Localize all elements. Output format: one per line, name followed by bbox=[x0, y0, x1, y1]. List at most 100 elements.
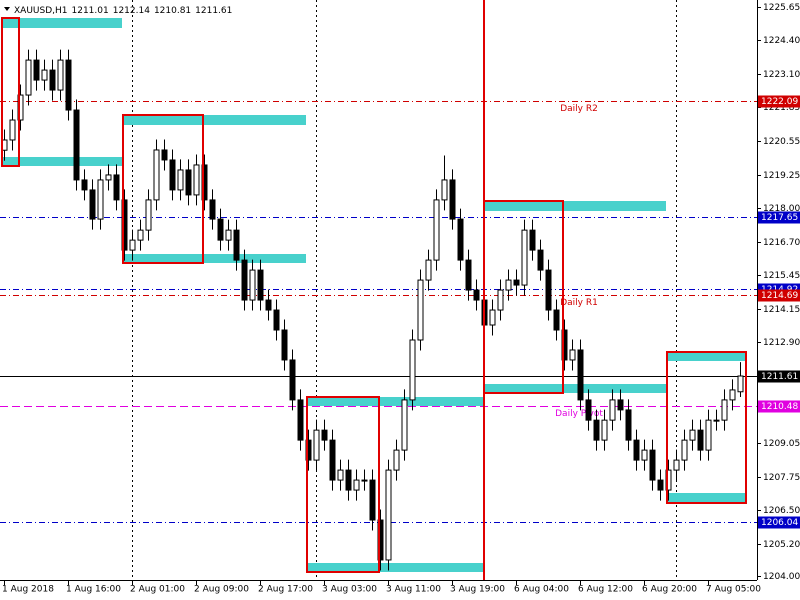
candle-body bbox=[409, 339, 416, 401]
price-label: 1217.65 bbox=[761, 213, 798, 223]
candle-body bbox=[489, 309, 496, 326]
candle-body bbox=[713, 419, 720, 422]
candle-body bbox=[585, 399, 592, 421]
level-name: Daily R1 bbox=[560, 298, 598, 308]
candle-body bbox=[225, 229, 232, 241]
candle-body bbox=[545, 269, 552, 311]
candle-body bbox=[601, 419, 608, 441]
candle-body bbox=[505, 279, 512, 291]
symbol: XAUUSD,H1 bbox=[14, 6, 68, 16]
box bbox=[122, 114, 204, 264]
y-tick-label: 1224.40 bbox=[763, 36, 800, 46]
y-tick-label: 1207.75 bbox=[763, 473, 800, 483]
ohlc-value: 1211.61 bbox=[195, 6, 232, 16]
price-label: 1210.48 bbox=[761, 402, 798, 412]
y-tick-label: 1212.90 bbox=[763, 338, 800, 348]
box bbox=[306, 396, 380, 573]
boxes bbox=[1, 0, 747, 580]
candle-body bbox=[321, 429, 328, 441]
candle-body bbox=[289, 359, 296, 401]
candle-body bbox=[113, 174, 120, 201]
y-tick-label: 1214.15 bbox=[763, 305, 800, 315]
candle-body bbox=[441, 179, 448, 201]
candle-body bbox=[521, 229, 528, 286]
zone bbox=[1, 18, 122, 28]
candle-body bbox=[457, 218, 464, 261]
x-tick-label: 2 Aug 01:00 bbox=[130, 585, 185, 595]
candle-body bbox=[465, 259, 472, 291]
candle-body bbox=[297, 399, 304, 441]
candles bbox=[1, 49, 744, 571]
candle-body bbox=[345, 469, 352, 491]
candle-body bbox=[449, 179, 456, 220]
candle-body bbox=[129, 239, 136, 251]
candle-body bbox=[257, 269, 264, 301]
x-tick-label: 7 Aug 05:00 bbox=[706, 585, 761, 595]
x-tick-label: 6 Aug 20:00 bbox=[642, 585, 697, 595]
box bbox=[666, 351, 747, 504]
candle-body bbox=[281, 329, 288, 361]
candle-body bbox=[625, 409, 632, 441]
candle-body bbox=[529, 229, 536, 251]
candle-body bbox=[433, 199, 440, 261]
candle-body bbox=[105, 174, 112, 181]
y-tick-label: 1204.00 bbox=[763, 572, 800, 582]
candle-body bbox=[185, 169, 192, 196]
candle-body bbox=[385, 469, 392, 561]
ohlc-value: 1210.81 bbox=[154, 6, 191, 16]
candle-body bbox=[673, 459, 680, 471]
candle-body bbox=[657, 479, 664, 491]
candle-body bbox=[473, 289, 480, 301]
candle-body bbox=[697, 429, 704, 451]
candle-body bbox=[401, 399, 408, 451]
y-tick-label: 1218.00 bbox=[763, 204, 800, 214]
candle-body bbox=[233, 229, 240, 261]
price-label-bg bbox=[758, 516, 800, 529]
candle-body bbox=[161, 149, 168, 161]
candle-body bbox=[537, 249, 544, 271]
candle-body bbox=[89, 189, 96, 220]
menu-arrow[interactable] bbox=[4, 7, 10, 11]
y-tick-label: 1221.85 bbox=[763, 103, 800, 113]
y-tick-label: 1205.20 bbox=[763, 540, 800, 550]
price-label-bg bbox=[758, 95, 800, 108]
candle-body bbox=[353, 479, 360, 491]
candle-body bbox=[513, 279, 520, 286]
zone bbox=[123, 115, 306, 125]
candle-body bbox=[49, 69, 56, 91]
candle-body bbox=[65, 59, 72, 111]
candle-body bbox=[81, 179, 88, 191]
candle-body bbox=[193, 164, 200, 196]
candle-body bbox=[33, 59, 40, 81]
zones bbox=[1, 18, 746, 572]
candle-body bbox=[209, 199, 216, 220]
price-label-bg bbox=[758, 400, 800, 413]
candle-body bbox=[41, 69, 48, 81]
candle-body bbox=[337, 469, 344, 481]
y-tick-label: 1225.65 bbox=[763, 3, 800, 13]
x-tick-label: 3 Aug 11:00 bbox=[386, 585, 441, 595]
candle-body bbox=[73, 109, 80, 181]
candle-body bbox=[721, 399, 728, 421]
candle-body bbox=[425, 259, 432, 281]
candle-body bbox=[217, 218, 224, 241]
zone bbox=[667, 493, 746, 502]
candle-body bbox=[641, 449, 648, 461]
candle-body bbox=[593, 419, 600, 441]
x-tick-label: 2 Aug 17:00 bbox=[258, 585, 313, 595]
zone bbox=[123, 254, 306, 263]
candle-body bbox=[249, 269, 256, 301]
candle-body bbox=[273, 309, 280, 331]
candle-body bbox=[9, 119, 16, 141]
zone bbox=[484, 384, 666, 393]
candle-body bbox=[417, 279, 424, 341]
axes: 1204.00 1205.20 1206.50 1207.75 1209.05 1212.… bbox=[2, 3, 800, 595]
price-label-bg bbox=[758, 370, 800, 383]
candle-body bbox=[393, 449, 400, 471]
x-tick-label: 6 Aug 12:00 bbox=[578, 585, 633, 595]
candle-body bbox=[369, 479, 376, 521]
y-tick-label: 1209.05 bbox=[763, 439, 800, 449]
price-label-bg bbox=[758, 211, 800, 224]
ohlc-value: 1211.01 bbox=[72, 6, 109, 16]
